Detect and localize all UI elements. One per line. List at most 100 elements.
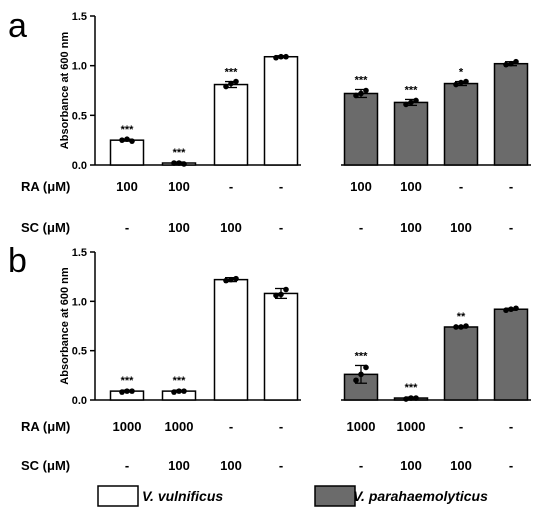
- y-tick-label: 0.0: [72, 160, 87, 172]
- condition-row-label: SC (μM): [21, 220, 70, 235]
- bar: [263, 292, 299, 401]
- data-point: [233, 78, 239, 85]
- data-point: [363, 87, 369, 94]
- data-point: [171, 160, 177, 166]
- data-point: [458, 79, 464, 86]
- y-tick-label: 0.0: [72, 395, 87, 407]
- data-point: [181, 388, 187, 394]
- legend: V. vulnificus V. parahaemolyticus: [97, 485, 488, 507]
- data-point: [283, 53, 289, 60]
- data-point: [403, 101, 409, 108]
- condition-value: 1000: [347, 419, 376, 434]
- data-point: [508, 306, 514, 313]
- condition-value: 100: [350, 179, 372, 194]
- data-point: [403, 396, 409, 402]
- data-point: [171, 389, 177, 395]
- y-tick-label: 0.5: [72, 110, 87, 122]
- data-point: [408, 395, 414, 401]
- condition-value: 1000: [165, 419, 194, 434]
- data-point: [223, 83, 229, 90]
- condition-value: 100: [220, 458, 242, 473]
- condition-value: -: [279, 179, 283, 194]
- legend-label: V. vulnificus: [142, 488, 223, 504]
- condition-value: -: [459, 179, 463, 194]
- condition-value: 100: [168, 220, 190, 235]
- panel-label: b: [8, 242, 27, 280]
- data-point: [353, 92, 359, 99]
- condition-value: 100: [400, 179, 422, 194]
- significance-label: *: [459, 67, 464, 79]
- data-point: [228, 276, 234, 283]
- legend-swatch: [97, 485, 139, 507]
- condition-value: -: [459, 419, 463, 434]
- data-point: [453, 324, 459, 330]
- legend-swatch: [314, 485, 356, 507]
- data-point: [463, 78, 469, 85]
- data-point: [119, 389, 125, 395]
- bar: [213, 83, 249, 166]
- data-point: [503, 61, 509, 68]
- condition-value: -: [509, 220, 513, 235]
- data-point: [283, 286, 289, 293]
- data-point: [358, 371, 364, 378]
- condition-value: 100: [450, 220, 472, 235]
- y-tick-label: 1.5: [72, 11, 87, 23]
- y-tick-label: 1.0: [72, 61, 87, 73]
- significance-label: ***: [173, 375, 187, 387]
- data-point: [176, 388, 182, 394]
- condition-value: -: [509, 458, 513, 473]
- data-point: [363, 364, 369, 371]
- y-tick-label: 0.5: [72, 346, 87, 358]
- condition-value: 100: [450, 458, 472, 473]
- significance-label: ***: [173, 147, 187, 159]
- y-axis-label: Absorbance at 600 nm: [59, 267, 71, 385]
- bar: [213, 278, 249, 401]
- condition-value: -: [509, 419, 513, 434]
- bar: [263, 55, 299, 166]
- condition-row-label: SC (μM): [21, 458, 70, 473]
- significance-label: ***: [355, 350, 369, 362]
- legend-label: V. parahaemolyticus: [353, 488, 488, 504]
- condition-value: 100: [220, 220, 242, 235]
- condition-value: 1000: [113, 419, 142, 434]
- significance-label: ***: [225, 67, 239, 79]
- data-point: [278, 291, 284, 298]
- data-point: [413, 97, 419, 104]
- condition-value: 100: [116, 179, 138, 194]
- condition-value: 100: [400, 220, 422, 235]
- condition-value: -: [279, 458, 283, 473]
- data-point: [223, 277, 229, 284]
- data-point: [413, 395, 419, 401]
- condition-value: -: [125, 220, 129, 235]
- condition-value: 100: [168, 179, 190, 194]
- bar: [343, 92, 379, 166]
- significance-label: **: [457, 311, 466, 323]
- panel-label: a: [8, 7, 27, 45]
- data-point: [508, 60, 514, 67]
- data-point: [353, 377, 359, 384]
- significance-label: ***: [405, 382, 419, 394]
- data-point: [513, 305, 519, 312]
- condition-row-label: RA (μM): [21, 179, 70, 194]
- data-point: [119, 137, 125, 143]
- data-point: [273, 292, 279, 299]
- condition-value: -: [229, 179, 233, 194]
- data-point: [278, 53, 284, 60]
- data-point: [129, 138, 135, 144]
- data-point: [503, 307, 509, 314]
- significance-label: ***: [121, 375, 135, 387]
- y-tick-label: 1.5: [72, 247, 87, 259]
- data-point: [233, 275, 239, 282]
- data-point: [124, 136, 130, 142]
- condition-value: -: [125, 458, 129, 473]
- y-tick-label: 1.0: [72, 296, 87, 308]
- condition-value: -: [509, 179, 513, 194]
- data-point: [408, 99, 414, 106]
- data-point: [513, 58, 519, 65]
- condition-value: 100: [400, 458, 422, 473]
- condition-value: -: [229, 419, 233, 434]
- data-point: [358, 90, 364, 97]
